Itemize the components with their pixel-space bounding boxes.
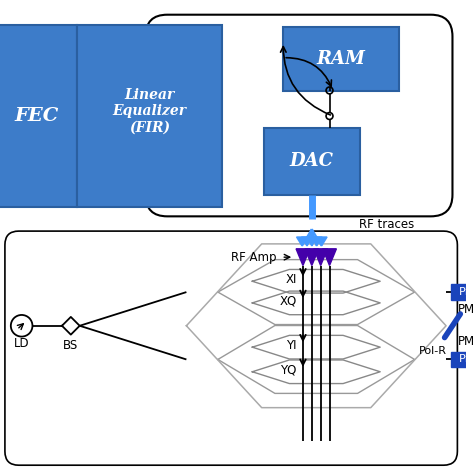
Polygon shape xyxy=(316,237,327,246)
Text: XI: XI xyxy=(285,273,297,286)
Text: PM: PM xyxy=(458,355,474,365)
Text: BS: BS xyxy=(63,339,78,352)
FancyBboxPatch shape xyxy=(146,15,453,216)
Text: YQ: YQ xyxy=(280,363,297,376)
Text: LD: LD xyxy=(14,337,29,350)
Bar xyxy=(283,27,400,91)
Text: Pol-R: Pol-R xyxy=(419,346,447,356)
Polygon shape xyxy=(296,249,310,265)
Bar xyxy=(0,25,77,207)
Text: PM: PM xyxy=(458,287,474,297)
Bar xyxy=(451,284,474,300)
Text: YI: YI xyxy=(286,339,297,352)
Bar xyxy=(77,25,222,207)
Polygon shape xyxy=(311,237,322,246)
Text: DAC: DAC xyxy=(290,152,334,170)
Text: XQ: XQ xyxy=(279,294,297,308)
Polygon shape xyxy=(301,237,312,246)
Bar xyxy=(451,352,474,367)
Text: RAM: RAM xyxy=(317,50,366,68)
Text: FEC: FEC xyxy=(14,107,58,125)
Polygon shape xyxy=(305,249,319,265)
Text: Linear
Equalizer
(FIR): Linear Equalizer (FIR) xyxy=(112,88,186,134)
FancyBboxPatch shape xyxy=(5,231,457,465)
Text: RF Amp: RF Amp xyxy=(231,251,276,264)
Text: PM: PM xyxy=(458,335,474,348)
Polygon shape xyxy=(306,237,317,246)
Text: PM: PM xyxy=(458,303,474,316)
Polygon shape xyxy=(314,249,328,265)
Polygon shape xyxy=(323,249,337,265)
Bar xyxy=(264,128,360,195)
Text: RF traces: RF traces xyxy=(359,218,414,231)
Polygon shape xyxy=(297,237,307,246)
